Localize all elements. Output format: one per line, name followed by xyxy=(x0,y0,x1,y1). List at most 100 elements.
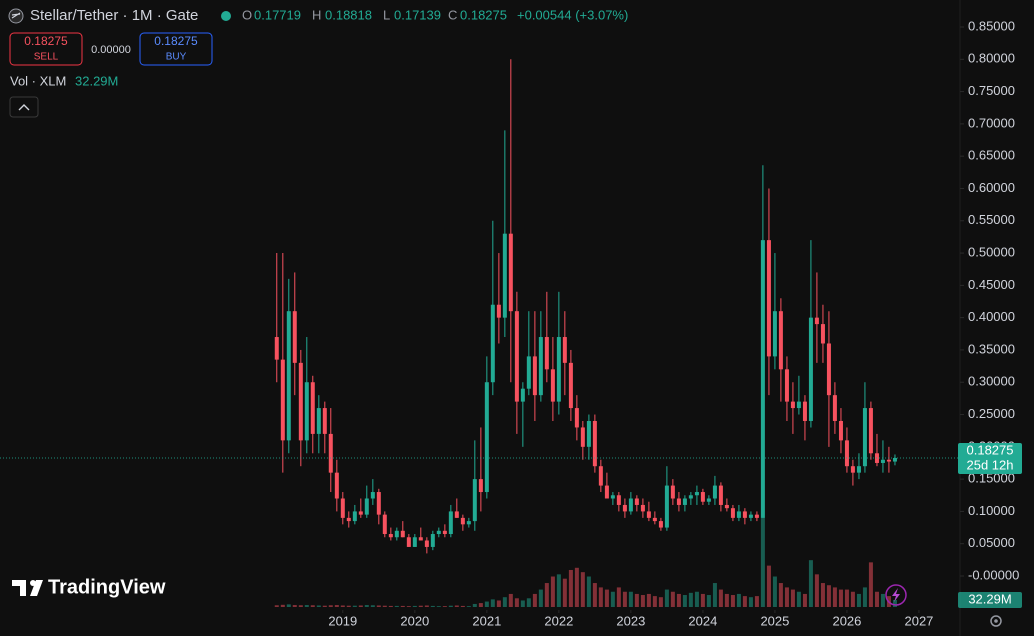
volume-bar xyxy=(610,591,615,607)
volume-bar xyxy=(748,597,753,607)
market-status[interactable] xyxy=(221,11,231,21)
volume-bar xyxy=(808,560,813,607)
volume-bar xyxy=(538,589,543,607)
candle-body xyxy=(832,395,837,421)
buy-button[interactable] xyxy=(139,32,213,66)
volume-bar xyxy=(778,583,783,607)
candle-body xyxy=(742,511,747,518)
candle-body xyxy=(370,492,375,499)
volume-bar xyxy=(574,567,579,607)
candle-body xyxy=(586,420,591,447)
volume-bar xyxy=(352,605,357,607)
price-tag-countdown: 25d 12h xyxy=(967,457,1014,472)
y-tick-label: 0.15000 xyxy=(968,471,1015,486)
symbol-title[interactable]: Stellar/Tether · 1M · Gate xyxy=(30,7,198,24)
volume-bar xyxy=(838,589,843,607)
candle-body xyxy=(634,498,639,505)
sell-price: 0.18275 xyxy=(24,34,68,48)
volume-bar xyxy=(676,593,681,607)
candle-body xyxy=(502,233,507,318)
candle-body xyxy=(604,485,609,499)
volume-bar xyxy=(502,597,507,607)
volume-bar xyxy=(328,605,333,607)
volume-bar xyxy=(406,606,411,607)
volume-bar xyxy=(442,606,447,607)
volume-bar xyxy=(598,587,603,607)
volume-bar xyxy=(580,572,585,607)
volume-bar xyxy=(760,517,765,607)
candle-body xyxy=(670,485,675,499)
collapse-button[interactable] xyxy=(9,96,39,118)
volume-bar xyxy=(688,592,693,607)
volume-bar xyxy=(568,569,573,607)
volume-bar xyxy=(298,605,303,607)
settings-button[interactable] xyxy=(990,615,1002,627)
candle-body xyxy=(838,420,843,441)
volume-bar xyxy=(556,574,561,607)
y-tick-label: -0.00000 xyxy=(968,567,1019,582)
candle-body xyxy=(454,511,459,518)
volume-bar xyxy=(316,605,321,607)
volume-bar xyxy=(562,578,567,607)
volume-bar xyxy=(706,595,711,607)
volume-bar xyxy=(346,605,351,607)
volume-bar xyxy=(484,601,489,607)
volume-bar xyxy=(814,574,819,607)
volume-bar xyxy=(634,593,639,607)
candle-body xyxy=(448,511,453,535)
volume-bar xyxy=(652,596,657,607)
candle-body xyxy=(616,495,621,505)
price-tag xyxy=(958,442,1022,474)
candle-body xyxy=(688,495,693,499)
ohlc-value: 0.18818 xyxy=(325,7,372,22)
candle-body xyxy=(646,511,651,518)
y-tick-label: 0.05000 xyxy=(968,535,1015,550)
candle-body xyxy=(730,508,735,518)
volume-bar xyxy=(532,593,537,607)
volume-bar xyxy=(412,605,417,607)
volume-bar xyxy=(712,583,717,607)
logo-text: TradingView xyxy=(48,576,166,598)
candle-body xyxy=(442,530,447,535)
volume-bar xyxy=(724,593,729,607)
volume-bar xyxy=(544,583,549,607)
x-tick-label: 2027 xyxy=(904,613,933,628)
candle-body xyxy=(880,459,885,463)
candle-body xyxy=(538,337,543,396)
volume-bar xyxy=(550,576,555,607)
x-tick-label: 2021 xyxy=(472,613,501,628)
candle-body xyxy=(406,537,411,547)
candle-body xyxy=(304,382,309,441)
price-tag-value: 0.18275 xyxy=(967,442,1014,457)
y-tick-label: 0.30000 xyxy=(968,374,1015,389)
volume-bar xyxy=(274,605,279,607)
ohlc-value: 0.17719 xyxy=(254,7,301,22)
alert-button[interactable] xyxy=(885,584,907,606)
collapse-icon xyxy=(18,104,30,111)
x-tick-label: 2020 xyxy=(400,613,429,628)
candle-body xyxy=(346,517,351,522)
candle-body xyxy=(868,408,873,454)
volume-bar xyxy=(754,596,759,607)
volume-bar xyxy=(850,591,855,607)
volume-bar xyxy=(856,593,861,607)
volume-bar xyxy=(862,587,867,607)
volume-bar xyxy=(322,605,327,607)
volume-bar xyxy=(892,599,897,607)
y-tick-label: 0.10000 xyxy=(968,503,1015,518)
candle-body xyxy=(550,369,555,402)
volume-bar xyxy=(490,599,495,607)
volume-bar xyxy=(592,583,597,607)
volume-bar xyxy=(820,583,825,607)
y-tick-label: 0.45000 xyxy=(968,277,1015,292)
volume-bar xyxy=(286,604,291,607)
candle-body xyxy=(520,388,525,402)
y-tick-label: 0.50000 xyxy=(968,244,1015,259)
volume-bar xyxy=(844,589,849,607)
volume-bar xyxy=(880,593,885,607)
volume-bar xyxy=(382,605,387,607)
sell-button[interactable] xyxy=(9,32,83,66)
ohlc-letter: L xyxy=(383,7,390,22)
